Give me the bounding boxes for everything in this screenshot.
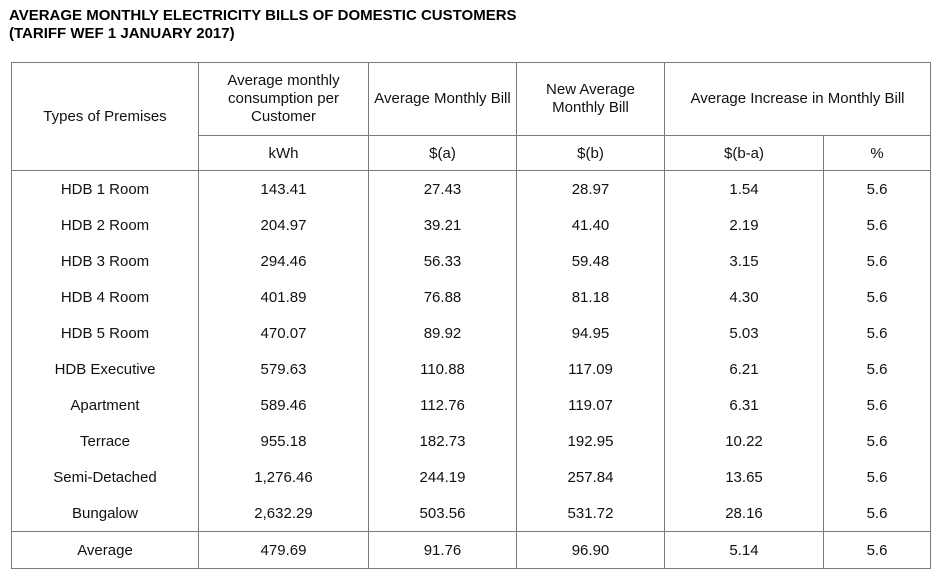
increase-percent-value: 5.6 [823,387,931,423]
table-row: HDB 1 Room 143.41 27.43 28.97 1.54 5.6 [11,170,931,207]
average-bill-value: 110.88 [368,351,517,387]
electricity-bills-table: Types of Premises Average monthly consum… [11,62,931,569]
header-average-bill: Average Monthly Bill [368,62,517,136]
document-title: AVERAGE MONTHLY ELECTRICITY BILLS OF DOM… [9,7,517,43]
increase-percent-value: 5.6 [823,351,931,387]
increase-amount-value: 28.16 [664,495,824,532]
table-average-section: Average 479.69 91.76 96.90 5.14 5.6 [11,531,931,569]
average-bill-value: 112.76 [368,387,517,423]
increase-percent-value: 5.6 [823,423,931,459]
table-row: HDB 3 Room 294.46 56.33 59.48 3.15 5.6 [11,243,931,279]
premise-type: Apartment [11,387,199,423]
table-row: HDB 2 Room 204.97 39.21 41.40 2.19 5.6 [11,207,931,243]
new-average-bill-value: 192.95 [516,423,665,459]
header-average-increase: Average Increase in Monthly Bill [664,62,931,136]
increase-amount-value: 10.22 [664,423,824,459]
new-average-bill-value: 81.18 [516,279,665,315]
table-body: HDB 1 Room 143.41 27.43 28.97 1.54 5.6 H… [11,170,931,532]
consumption-value: 955.18 [198,423,369,459]
table-row: HDB Executive 579.63 110.88 117.09 6.21 … [11,351,931,387]
table-row: Bungalow 2,632.29 503.56 531.72 28.16 5.… [11,495,931,532]
header-new-average-bill: New Average Monthly Bill [516,62,665,136]
table-row: HDB 5 Room 470.07 89.92 94.95 5.03 5.6 [11,315,931,351]
average-bill-value: 76.88 [368,279,517,315]
increase-percent-value: 5.6 [823,279,931,315]
table-row: Terrace 955.18 182.73 192.95 10.22 5.6 [11,423,931,459]
consumption-value: 2,632.29 [198,495,369,532]
average-bill-overall-value: 91.76 [368,531,517,569]
increase-amount-value: 2.19 [664,207,824,243]
title-line-1: AVERAGE MONTHLY ELECTRICITY BILLS OF DOM… [9,7,517,24]
consumption-value: 1,276.46 [198,459,369,495]
title-line-2: (TARIFF WEF 1 JANUARY 2017) [9,25,235,42]
increase-percent-value: 5.6 [823,207,931,243]
increase-amount-value: 13.65 [664,459,824,495]
consumption-value: 470.07 [198,315,369,351]
premise-type: HDB 3 Room [11,243,199,279]
new-average-bill-value: 59.48 [516,243,665,279]
new-average-bill-value: 117.09 [516,351,665,387]
unit-kwh: kWh [198,135,369,171]
unit-percent: % [823,135,931,171]
increase-amount-value: 6.21 [664,351,824,387]
premise-type: HDB Executive [11,351,199,387]
average-bill-value: 56.33 [368,243,517,279]
new-average-bill-value: 41.40 [516,207,665,243]
consumption-value: 589.46 [198,387,369,423]
unit-a: $(a) [368,135,517,171]
increase-percent-value: 5.6 [823,315,931,351]
table-row: Apartment 589.46 112.76 119.07 6.31 5.6 [11,387,931,423]
increase-amount-value: 6.31 [664,387,824,423]
consumption-value: 204.97 [198,207,369,243]
premise-type: Bungalow [11,495,199,532]
table-row: Semi-Detached 1,276.46 244.19 257.84 13.… [11,459,931,495]
average-bill-value: 182.73 [368,423,517,459]
average-consumption-value: 479.69 [198,531,369,569]
new-average-bill-value: 257.84 [516,459,665,495]
average-new-bill-overall-value: 96.90 [516,531,665,569]
increase-amount-value: 3.15 [664,243,824,279]
increase-percent-value: 5.6 [823,495,931,532]
new-average-bill-value: 94.95 [516,315,665,351]
average-bill-value: 244.19 [368,459,517,495]
average-bill-value: 27.43 [368,170,517,207]
consumption-value: 579.63 [198,351,369,387]
header-premises: Types of Premises [11,62,199,171]
average-bill-value: 503.56 [368,495,517,532]
consumption-value: 401.89 [198,279,369,315]
average-row: Average 479.69 91.76 96.90 5.14 5.6 [11,531,931,569]
premise-type: Semi-Detached [11,459,199,495]
increase-amount-value: 5.03 [664,315,824,351]
increase-amount-value: 4.30 [664,279,824,315]
new-average-bill-value: 28.97 [516,170,665,207]
increase-percent-value: 5.6 [823,243,931,279]
average-bill-value: 39.21 [368,207,517,243]
increase-percent-value: 5.6 [823,170,931,207]
table-row: HDB 4 Room 401.89 76.88 81.18 4.30 5.6 [11,279,931,315]
increase-amount-value: 1.54 [664,170,824,207]
premise-type: HDB 4 Room [11,279,199,315]
premise-type: Terrace [11,423,199,459]
premise-type: HDB 2 Room [11,207,199,243]
new-average-bill-value: 531.72 [516,495,665,532]
table-header-row: Types of Premises Average monthly consum… [11,62,931,171]
premise-type: HDB 1 Room [11,170,199,207]
table-units-row: kWh $(a) $(b) $(b-a) % [12,135,931,171]
header-consumption: Average monthly consumption per Customer [198,62,369,136]
average-increase-amount-value: 5.14 [664,531,824,569]
average-increase-percent-value: 5.6 [823,531,931,569]
unit-b: $(b) [516,135,665,171]
consumption-value: 294.46 [198,243,369,279]
increase-percent-value: 5.6 [823,459,931,495]
new-average-bill-value: 119.07 [516,387,665,423]
consumption-value: 143.41 [198,170,369,207]
average-label: Average [11,531,199,569]
premise-type: HDB 5 Room [11,315,199,351]
unit-b-minus-a: $(b-a) [664,135,824,171]
average-bill-value: 89.92 [368,315,517,351]
